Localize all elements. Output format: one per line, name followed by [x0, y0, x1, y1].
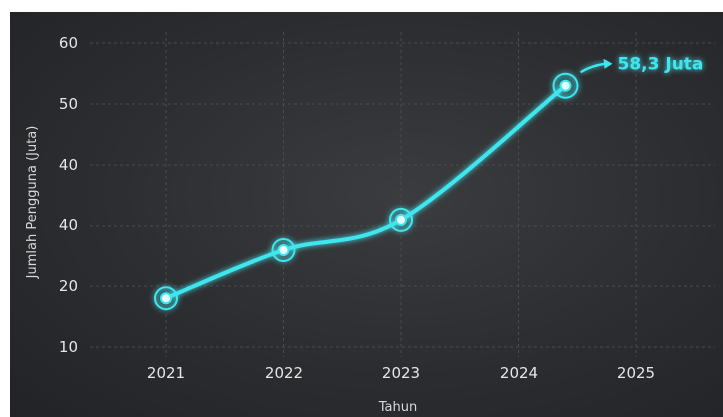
- y-axis-label: Jumlah Pengguna (Juta): [25, 126, 40, 280]
- grid-lines: [90, 32, 715, 357]
- y-tick-label: 60: [59, 34, 78, 52]
- data-point: [271, 238, 296, 262]
- x-tick-label: 2023: [382, 364, 420, 382]
- x-tick-label: 2021: [147, 364, 185, 382]
- data-point: [154, 286, 178, 311]
- x-axis: 2021 2022 2023 2024 2025: [147, 364, 655, 382]
- data-point-dot: [395, 213, 407, 226]
- annotation-arrowhead-icon: [603, 58, 613, 69]
- data-point-dot: [160, 292, 172, 305]
- y-tick-label: 10: [59, 338, 78, 356]
- y-axis: 60 50 40 40 20 10: [59, 34, 78, 356]
- x-tick-label: 2024: [500, 364, 538, 382]
- chart-panel: 60 50 40 40 20 10 2021 2022 2023 2024 20…: [10, 12, 723, 417]
- annotation-arrow-icon: [580, 62, 607, 73]
- x-axis-label: Tahun: [378, 400, 417, 415]
- data-point-dot: [559, 79, 572, 92]
- y-tick-label: 20: [59, 277, 78, 295]
- y-tick-label: 50: [59, 95, 78, 113]
- data-point: [389, 207, 413, 232]
- line-chart: 60 50 40 40 20 10 2021 2022 2023 2024 20…: [25, 32, 715, 415]
- x-tick-label: 2022: [265, 364, 303, 382]
- data-points: [154, 72, 579, 311]
- data-point-dot: [277, 244, 290, 256]
- series-line: [164, 83, 568, 301]
- annotation: 58,3 Juta: [580, 55, 704, 75]
- y-tick-label: 40: [59, 216, 78, 234]
- y-tick-label: 40: [59, 156, 78, 174]
- data-point: [552, 72, 579, 99]
- annotation-label: 58,3 Juta: [618, 55, 704, 75]
- x-tick-label: 2025: [617, 364, 655, 382]
